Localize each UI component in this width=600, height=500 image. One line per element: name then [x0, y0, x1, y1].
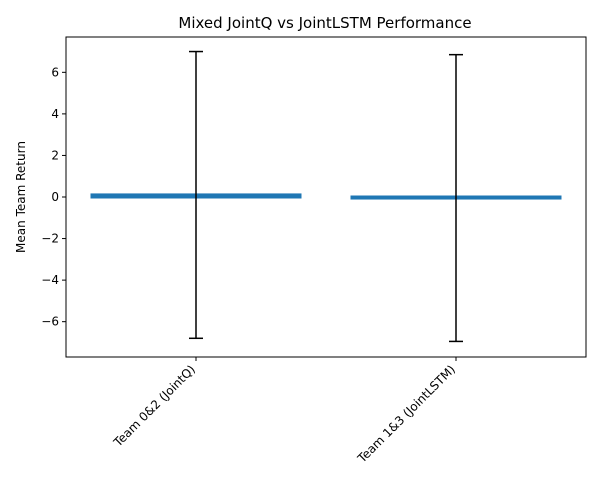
y-tick-label: 6 — [51, 65, 59, 79]
y-tick-label: −2 — [41, 232, 59, 246]
y-tick-label: −4 — [41, 273, 59, 287]
x-tick-label: Team 0&2 (JointQ) — [110, 362, 198, 450]
x-tick-label: Team 1&3 (JointLSTM) — [354, 362, 458, 466]
y-axis-label: Mean Team Return — [14, 141, 28, 253]
y-tick-label: 4 — [51, 107, 59, 121]
plot-marks — [90, 50, 562, 343]
y-tick-label: 0 — [51, 190, 59, 204]
y-tick-label: 2 — [51, 148, 59, 162]
chart-title: Mixed JointQ vs JointLSTM Performance — [178, 14, 471, 32]
y-axis-ticks: −6 −4 −2 0 2 4 6 — [41, 65, 66, 329]
y-tick-label: −6 — [41, 315, 59, 329]
x-axis-ticks: Team 0&2 (JointQ) Team 1&3 (JointLSTM) — [110, 357, 458, 466]
